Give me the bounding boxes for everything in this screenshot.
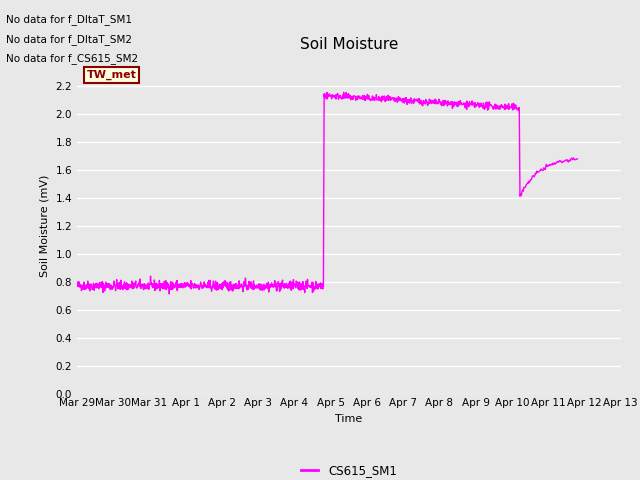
Text: No data for f_DltaT_SM2: No data for f_DltaT_SM2	[6, 34, 132, 45]
X-axis label: Time: Time	[335, 414, 362, 424]
Text: No data for f_CS615_SM2: No data for f_CS615_SM2	[6, 53, 138, 64]
Y-axis label: Soil Moisture (mV): Soil Moisture (mV)	[40, 174, 50, 277]
Legend: CS615_SM1: CS615_SM1	[296, 459, 401, 480]
Title: Soil Moisture: Soil Moisture	[300, 37, 398, 52]
Text: TW_met: TW_met	[86, 70, 136, 80]
Text: No data for f_DltaT_SM1: No data for f_DltaT_SM1	[6, 14, 132, 25]
